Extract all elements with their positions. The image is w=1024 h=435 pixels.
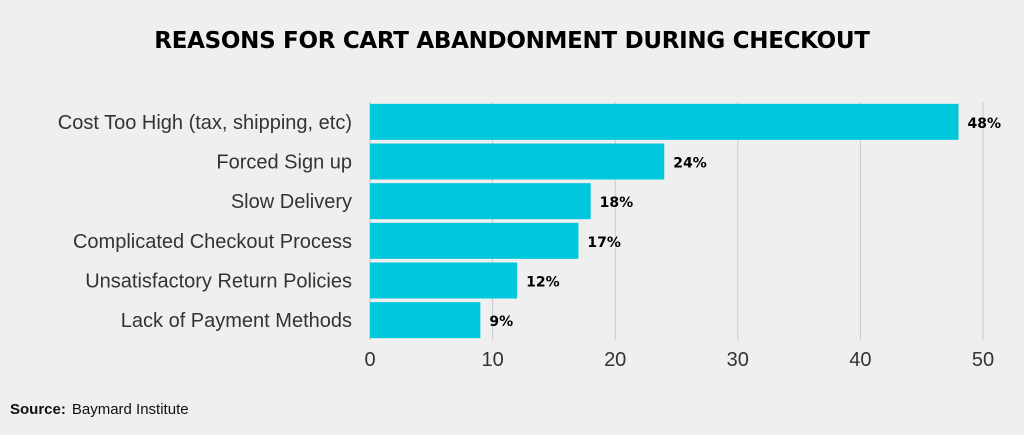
bar-2 xyxy=(370,143,665,180)
value-label-6: 9% xyxy=(489,314,513,330)
source-text: Baymard Institute xyxy=(71,401,189,418)
category-label-6: Lack of Payment Methods xyxy=(121,310,352,332)
value-label-2: 24% xyxy=(673,156,707,172)
chart-title: REASONS FOR CART ABANDONMENT DURING CHEC… xyxy=(154,28,870,54)
category-label-5: Unsatisfactory Return Policies xyxy=(85,271,352,293)
bar-1 xyxy=(370,103,959,140)
bar-3 xyxy=(370,183,591,220)
category-label-3: Slow Delivery xyxy=(231,191,352,213)
x-tick-label-30: 30 xyxy=(727,349,749,371)
x-tick-label-50: 50 xyxy=(972,349,994,371)
category-label-4: Complicated Checkout Process xyxy=(73,231,352,253)
labels: 0 10 20 30 40 50 Cost Too High (tax, shipping,… xyxy=(58,112,1001,371)
value-label-4: 17% xyxy=(587,235,621,251)
grid-lines xyxy=(369,102,984,340)
value-label-3: 18% xyxy=(600,195,634,211)
x-tick-label-0: 0 xyxy=(364,349,375,371)
bar-4 xyxy=(370,222,579,259)
source-label: Source: xyxy=(10,401,66,418)
bar-6 xyxy=(370,302,481,339)
source-note: Source: Baymard Institute xyxy=(10,401,189,418)
value-label-5: 12% xyxy=(526,275,560,291)
x-tick-label-40: 40 xyxy=(849,349,871,371)
x-tick-label-20: 20 xyxy=(604,349,626,371)
value-label-1: 48% xyxy=(967,116,1001,132)
bars xyxy=(370,103,959,339)
category-label-1: Cost Too High (tax, shipping, etc) xyxy=(58,112,352,134)
category-label-2: Forced Sign up xyxy=(216,152,352,174)
x-tick-label-10: 10 xyxy=(481,349,503,371)
bar-5 xyxy=(370,262,518,299)
